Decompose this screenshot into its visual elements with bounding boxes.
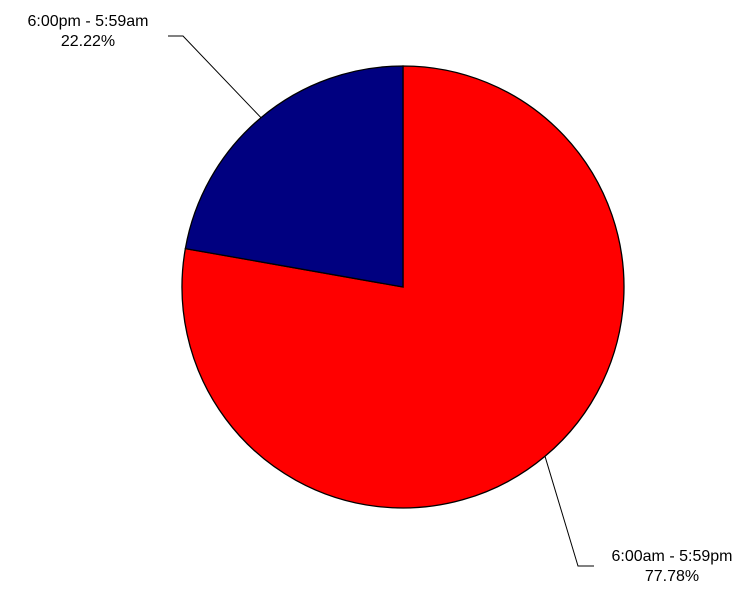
leader-line-1 (544, 456, 594, 567)
pie-slice-2 (184, 65, 404, 288)
slice-value-label-1: 77.78% (645, 568, 699, 585)
slice-label-2: 6:00pm - 5:59am (28, 13, 149, 30)
pie-slices (181, 65, 625, 509)
leader-line-2 (168, 35, 262, 119)
slice-label-1: 6:00am - 5:59pm (612, 548, 733, 565)
slice-value-label-2: 22.22% (61, 33, 115, 50)
leader-lines (168, 35, 594, 567)
slice-labels: 6:00am - 5:59pm 77.78% 6:00pm - 5:59am 22.2… (28, 13, 733, 585)
